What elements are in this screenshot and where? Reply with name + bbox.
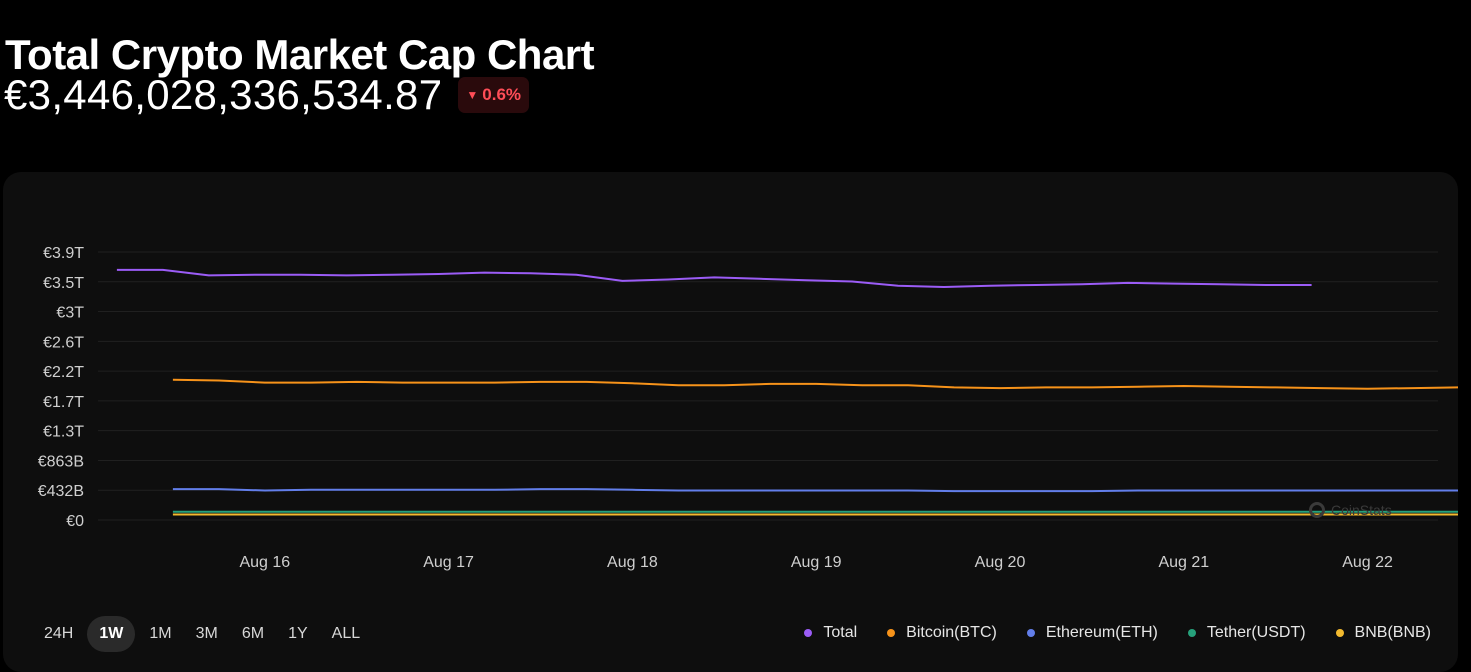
coinstats-logo-icon (1309, 502, 1325, 518)
period-6m-button[interactable]: 6M (241, 625, 265, 642)
series-line-ethereum-eth (172, 488, 1458, 493)
x-tick-label: Aug 19 (791, 554, 842, 571)
x-tick-label: Aug 17 (423, 554, 474, 571)
x-tick-label: Aug 21 (1158, 554, 1209, 571)
x-tick-label: Aug 18 (607, 554, 658, 571)
period-3m-button[interactable]: 3M (195, 625, 218, 642)
legend-label: Tether(USDT) (1206, 624, 1306, 641)
x-tick-label: Aug 22 (1342, 554, 1393, 571)
legend-item[interactable]: BNB(BNB) (1335, 624, 1431, 642)
legend-dot-icon (1026, 629, 1035, 637)
y-tick-label: €3T (56, 305, 84, 322)
legend-dot-icon (1335, 629, 1344, 637)
market-cap-chart[interactable]: €0 €432B €863B €1.3T €1.7T €2.2T €2.6T €3T €3.5T… (3, 172, 1458, 602)
change-badge: ▼ 0.6% (458, 77, 530, 113)
watermark-text: CoinStats (1331, 502, 1392, 518)
y-tick-label: €0 (66, 513, 84, 530)
y-tick-label: €432B (38, 483, 84, 500)
legend-item[interactable]: Total (804, 624, 857, 642)
period-selector: 24H 1W 1M 3M 6M 1Y ALL (34, 616, 374, 652)
y-tick-label: €863B (38, 453, 84, 470)
y-tick-label: €2.6T (43, 334, 84, 351)
legend-item[interactable]: Ethereum(ETH) (1026, 624, 1158, 642)
legend-label: BNB(BNB) (1354, 624, 1431, 641)
x-tick-label: Aug 16 (239, 554, 290, 571)
period-1m-button[interactable]: 1M (149, 625, 172, 642)
legend-label: Total (823, 624, 858, 641)
series-line-total (116, 268, 1312, 288)
page-title: Total Crypto Market Cap Chart (5, 31, 595, 79)
y-tick-label: €2.2T (43, 364, 84, 381)
legend-item[interactable]: Tether(USDT) (1187, 624, 1306, 642)
period-1y-button[interactable]: 1Y (288, 625, 308, 642)
market-cap-value: €3,446,028,336,534.87 (4, 71, 443, 118)
watermark: CoinStats (1309, 502, 1392, 518)
chart-card: €0 €432B €863B €1.3T €1.7T €2.2T €2.6T €3T €3.5T… (3, 172, 1458, 672)
y-tick-label: €3.9T (43, 245, 84, 262)
legend-label: Ethereum(ETH) (1045, 624, 1158, 641)
legend-dot-icon (887, 629, 896, 637)
legend-dot-icon (1187, 629, 1196, 637)
period-all-button[interactable]: ALL (331, 625, 361, 642)
y-tick-label: €3.5T (43, 275, 84, 292)
series-line-bitcoin-btc (172, 378, 1458, 390)
y-tick-label: €1.7T (43, 394, 84, 411)
change-value: 0.6% (482, 85, 522, 104)
period-24h-button[interactable]: 24H (44, 625, 74, 642)
period-1w-button[interactable]: 1W (87, 616, 136, 652)
legend-dot-icon (804, 629, 813, 637)
y-tick-label: €1.3T (43, 424, 84, 441)
x-tick-label: Aug 20 (975, 554, 1026, 571)
caret-down-icon: ▼ (466, 88, 479, 102)
chart-legend: Total Bitcoin(BTC) Ethereum(ETH) Tether(USD… (804, 624, 1431, 642)
price-row: €3,446,028,336,534.87 ▼ 0.6% (4, 70, 530, 120)
legend-item[interactable]: Bitcoin(BTC) (887, 624, 997, 642)
legend-label: Bitcoin(BTC) (906, 624, 997, 641)
